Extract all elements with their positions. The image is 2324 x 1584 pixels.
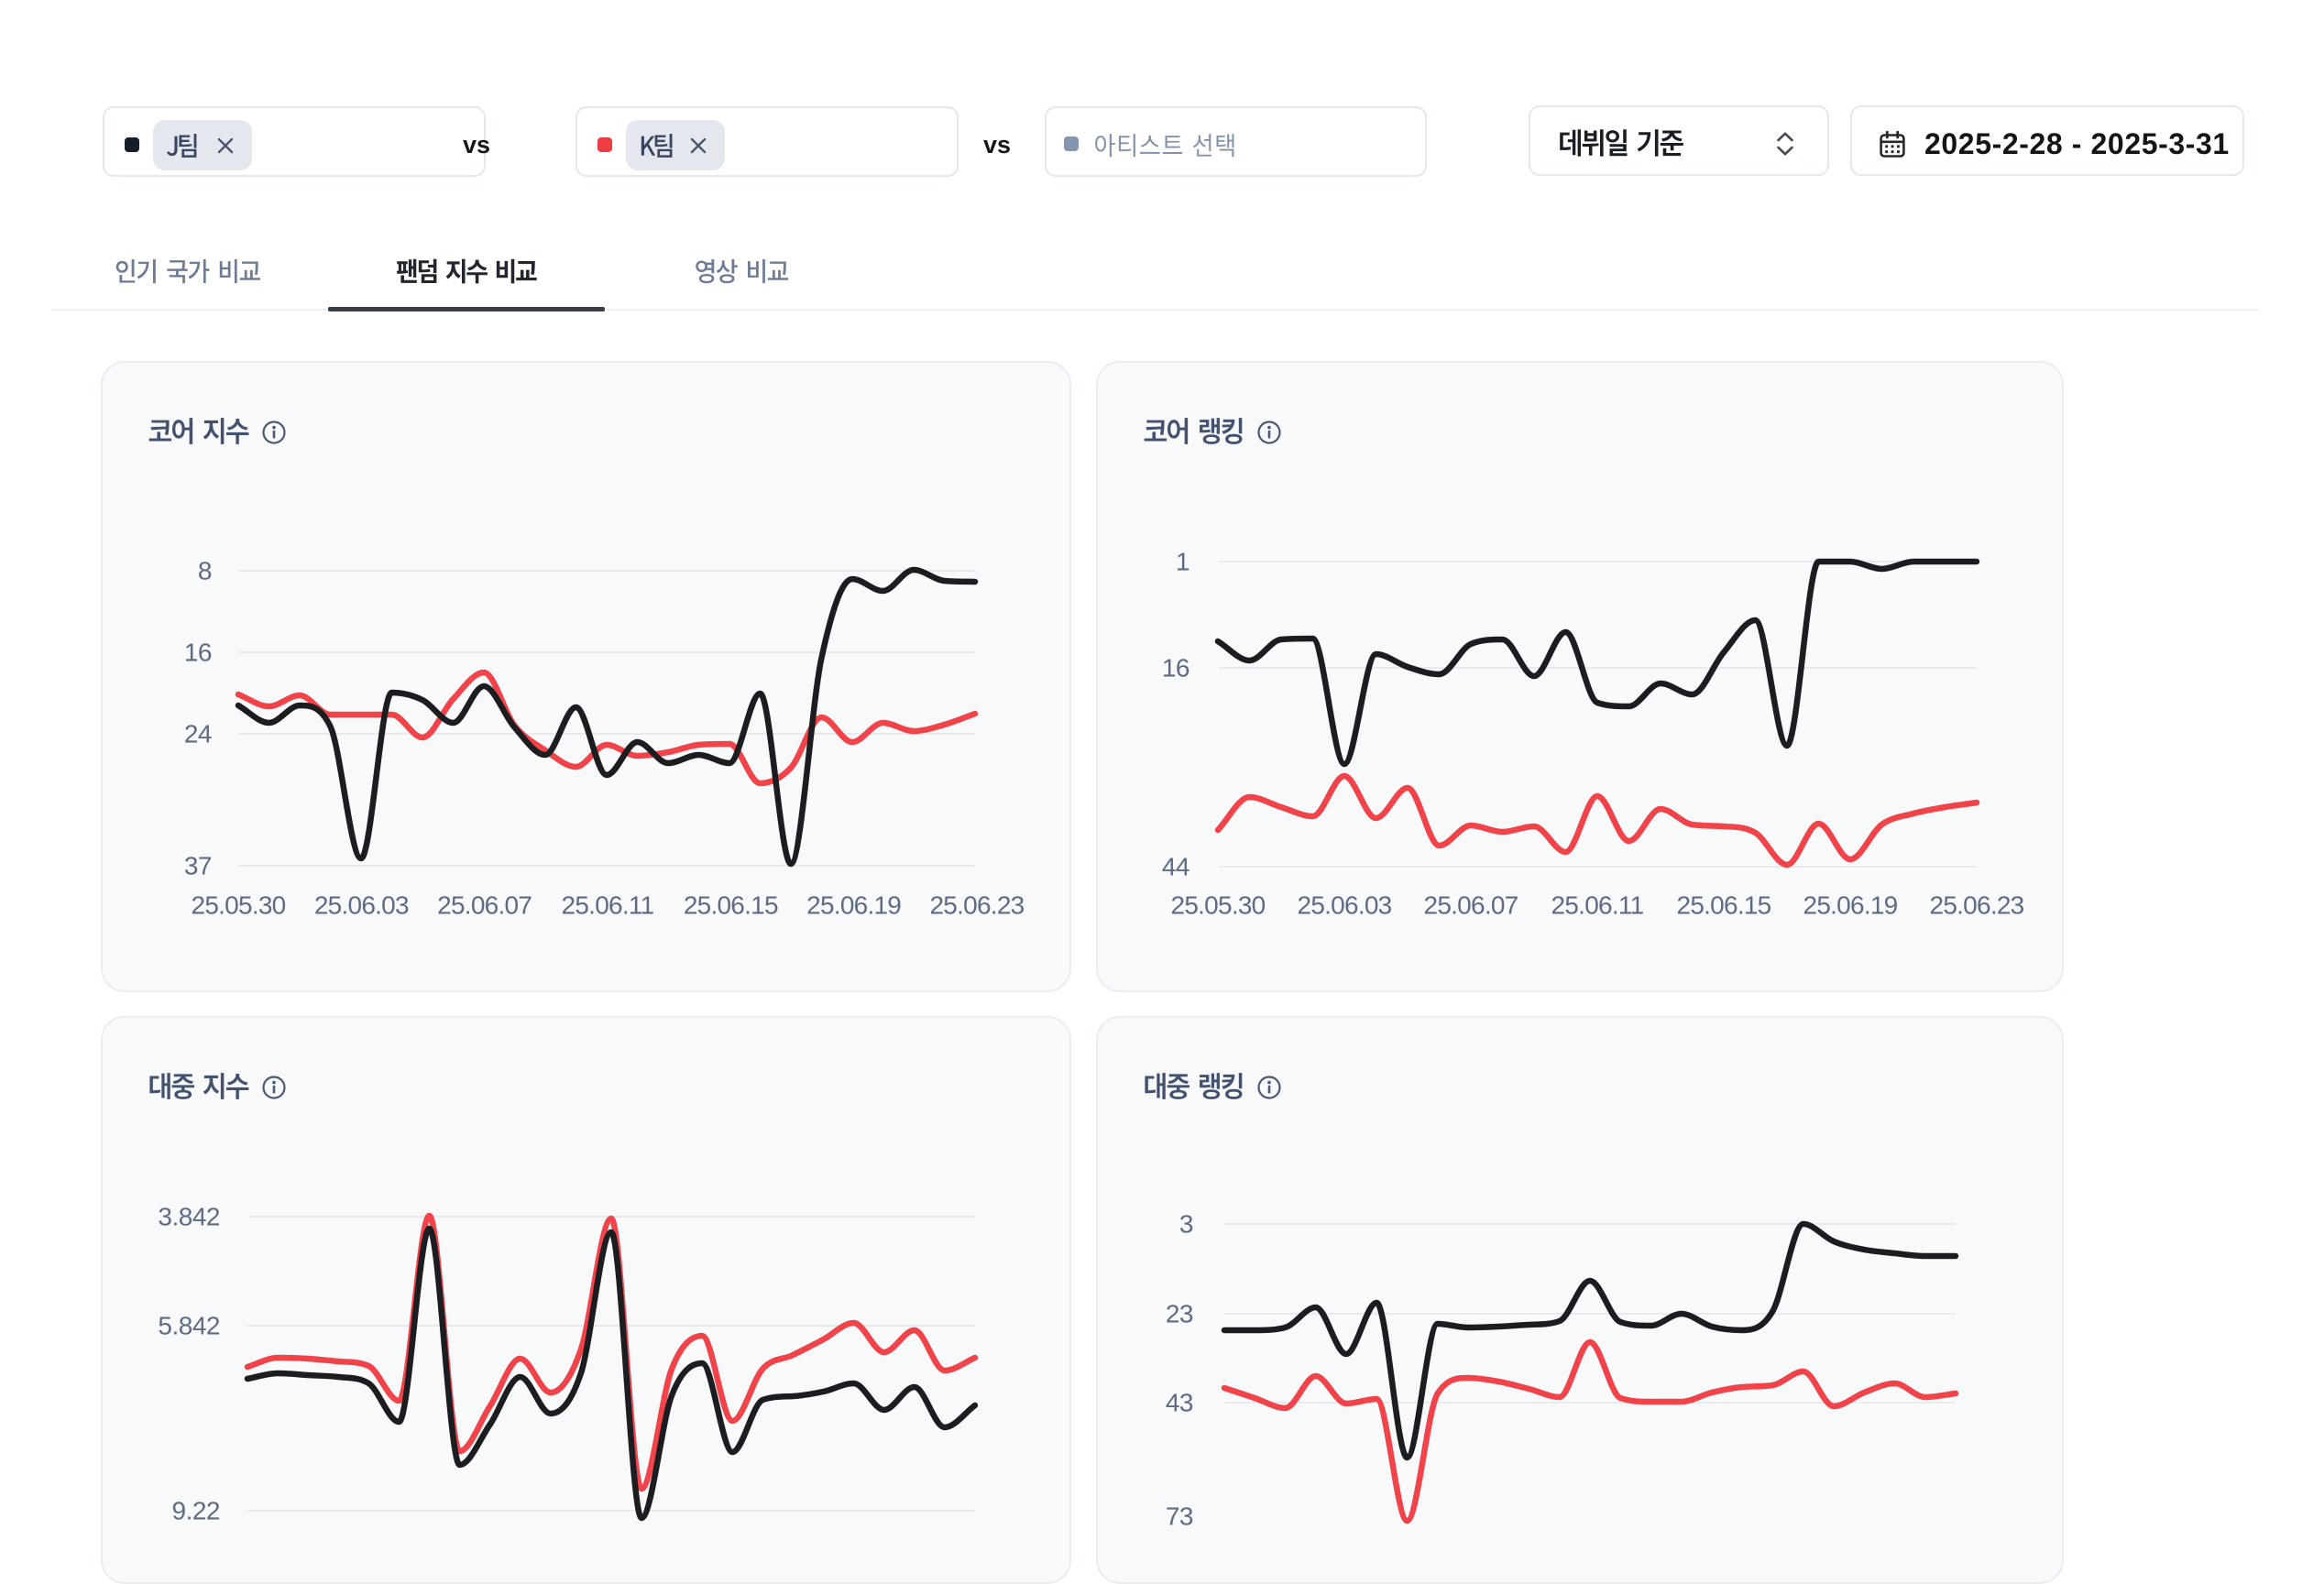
svg-text:25.06.23: 25.06.23 [1930,891,2024,920]
svg-text:25.06.23: 25.06.23 [929,891,1024,920]
svg-text:43: 43 [1166,1389,1193,1417]
svg-text:25.06.11: 25.06.11 [562,891,654,920]
svg-text:25.06.11: 25.06.11 [1551,891,1644,920]
svg-text:25.06.19: 25.06.19 [1803,891,1898,920]
svg-text:9.22: 9.22 [172,1497,221,1525]
svg-text:3: 3 [1179,1210,1193,1239]
svg-text:25.06.03: 25.06.03 [314,891,409,920]
svg-text:37: 37 [184,852,212,880]
svg-text:8: 8 [198,557,212,585]
svg-text:25.06.19: 25.06.19 [806,891,901,920]
svg-text:23: 23 [1166,1300,1193,1328]
svg-text:3.842: 3.842 [158,1203,220,1231]
svg-text:25.06.07: 25.06.07 [437,891,532,920]
svg-text:25.06.07: 25.06.07 [1424,891,1518,920]
svg-text:25.06.03: 25.06.03 [1298,891,1392,920]
svg-text:25.05.30: 25.05.30 [1171,891,1266,920]
svg-text:25.05.30: 25.05.30 [192,891,286,920]
svg-text:16: 16 [184,639,212,667]
svg-text:5.842: 5.842 [158,1312,220,1340]
svg-text:16: 16 [1162,654,1189,683]
svg-text:1: 1 [1176,548,1189,576]
svg-text:44: 44 [1162,853,1189,881]
svg-text:24: 24 [184,720,212,748]
svg-text:73: 73 [1166,1502,1193,1531]
svg-text:25.06.15: 25.06.15 [684,891,778,920]
svg-text:25.06.15: 25.06.15 [1677,891,1771,920]
